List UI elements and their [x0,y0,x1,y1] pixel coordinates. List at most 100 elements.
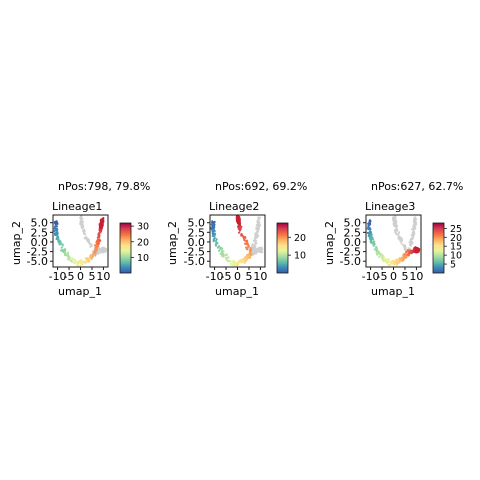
lineage1-ylabel: umap_2 [10,221,23,265]
grey-point [100,248,104,252]
lineage1-colorbar: 10 20 30 [119,222,149,274]
lineage-point [62,250,65,253]
xtick-label: 0 [390,270,397,283]
grey-point [400,239,404,242]
grey-point [257,227,260,231]
lineage-point [409,249,412,252]
colorbar-gradient [276,222,289,274]
lineage2-plot-frame [209,214,266,268]
colorbar-tick-label: 20 [294,233,306,244]
colorbar-tick-label: 20 [450,233,462,244]
grey-point [256,219,259,222]
lineage-point [395,261,399,264]
xtick-label: 5 [88,270,95,283]
ytick-label: -5.0 [27,255,48,268]
lineage-point [66,254,69,257]
lineage-point [370,240,373,243]
lineage-point [97,242,100,245]
colorbar-tick-label: 10 [137,253,149,264]
lineage1-panel: nPos:798, 79.8% Lineage1 5.02.50.0-2.5-5… [10,180,150,298]
lineage-point [239,260,242,264]
lineage-point [95,248,98,251]
lineage-point [405,250,408,253]
lineage-point [66,251,69,254]
grey-point [82,232,86,235]
lineage2-panel: nPos:692, 69.2% Lineage2 5.02.50.0-2.5-5… [166,180,307,298]
ytick-label: -5.0 [184,255,205,268]
ytick-label: 5.0 [31,217,49,230]
lineage-point [249,252,252,255]
endpoint-point [238,222,241,225]
lineage-point [249,249,252,252]
grey-point [408,247,411,250]
grey-point [414,220,417,223]
lineage-point [368,224,371,227]
xtick-label: 10 [409,270,423,283]
xtick-label: -10 [49,270,67,283]
lineage-point [407,253,410,256]
grey-point [255,223,258,227]
lineage2-xlabel: umap_1 [215,285,259,298]
lineage-point [93,252,96,255]
grey-point [404,244,407,247]
ytick-label: -2.5 [27,246,48,259]
grey-point [251,247,255,250]
grey-point [404,246,407,249]
grey-point [81,225,84,228]
xtick-label: -10 [206,270,224,283]
grey-point [256,232,259,235]
lineage-point [78,261,81,264]
grey-point [89,245,92,248]
lineage-point [55,222,58,225]
lineage-point [215,239,218,243]
colorbar-tick-label: 30 [137,222,149,233]
lineage2-subtitle: Lineage2 [209,200,259,213]
lineage-point [234,262,237,265]
lineage-point [372,244,375,247]
ytick-label: -2.5 [340,246,361,259]
lineage-point [376,249,379,253]
grey-point [412,230,415,233]
lineage-point [54,227,57,230]
lineage-point [214,243,217,246]
lineage-point [71,257,74,260]
grey-point [408,241,411,244]
lineage-point [369,228,372,231]
lineage-point [66,258,70,261]
lineage-point [248,252,251,255]
lineage-point [97,234,100,238]
lineage-point [244,256,247,259]
grey-point [400,242,403,245]
lineage-point [69,259,73,262]
lineage-point [211,223,215,226]
lineage-point [247,244,250,247]
grey-point [254,236,258,239]
lineage-point [53,232,57,235]
lineage-point [237,224,240,228]
ytick-label: 0.0 [188,236,206,249]
lineage-point [80,259,83,262]
lineage-point [246,255,249,258]
lineage-point [215,238,218,241]
grey-point [400,237,404,240]
grey-point [254,245,257,248]
ytick-label: 0.0 [31,236,49,249]
colorbar-tick-label: 10 [450,251,462,262]
lineage3-title: nPos:627, 62.7% [371,180,463,193]
grey-point [393,229,397,232]
grey-point [257,247,260,250]
endpoint-point [99,218,103,222]
lineage-point [64,252,67,255]
lineage-point [395,258,398,261]
lineage-point [369,238,372,241]
lineage-point [55,220,58,223]
lineage-point [79,264,82,267]
lineage-point [371,238,375,241]
lineage-point [237,261,240,264]
lineage-point [61,243,64,246]
grey-point [257,216,260,219]
lineage-point [369,230,372,234]
lineage-point [397,259,400,263]
grey-point [80,221,84,224]
